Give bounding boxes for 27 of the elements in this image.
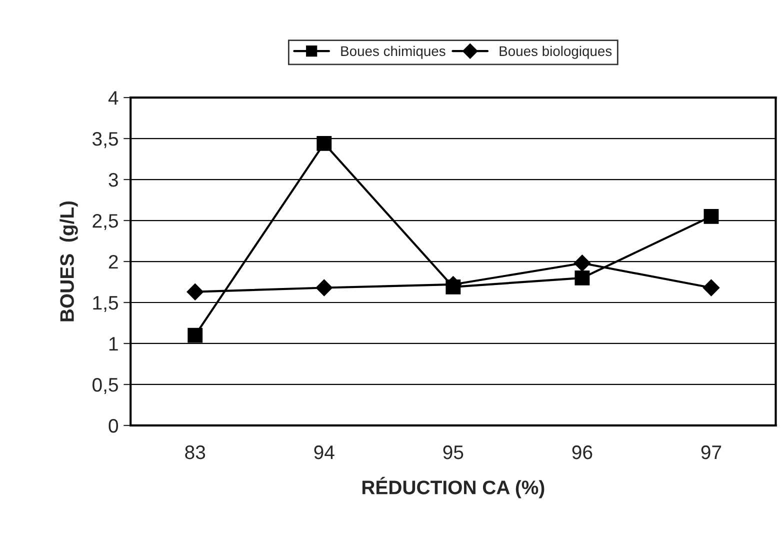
y-tick-label: 2,5: [92, 214, 118, 230]
y-tick-label: 3,5: [92, 132, 118, 148]
x-tick-label: 95: [443, 445, 464, 460]
point: [574, 270, 590, 286]
point: [316, 279, 333, 296]
x-axis-title: RÉDUCTION CA (%): [362, 476, 544, 498]
x-tick-label: 97: [701, 445, 722, 460]
y-tick-label: 1,5: [93, 296, 118, 312]
x-tick-label: 83: [185, 445, 206, 460]
point: [188, 328, 203, 343]
point: [446, 279, 461, 294]
y-tick-label: 1: [109, 337, 118, 351]
point: [574, 254, 591, 272]
point: [316, 136, 332, 151]
point: [186, 283, 204, 300]
x-tick-label: 94: [314, 445, 334, 460]
legend-label: Boues chimiques: [341, 46, 446, 59]
y-tick-label: 0: [108, 418, 118, 433]
y-tick-label: 3: [108, 173, 118, 187]
point: [702, 279, 720, 296]
x-tick-label: 96: [572, 445, 592, 460]
y-axis-title: BOUES (g/L): [60, 201, 78, 322]
legend-label: Boues biologiques: [500, 46, 612, 59]
y-tick-label: 4: [108, 91, 118, 105]
y-tick-label: 0,5: [92, 378, 118, 394]
y-tick-label: 2: [108, 254, 118, 269]
point: [704, 208, 719, 224]
